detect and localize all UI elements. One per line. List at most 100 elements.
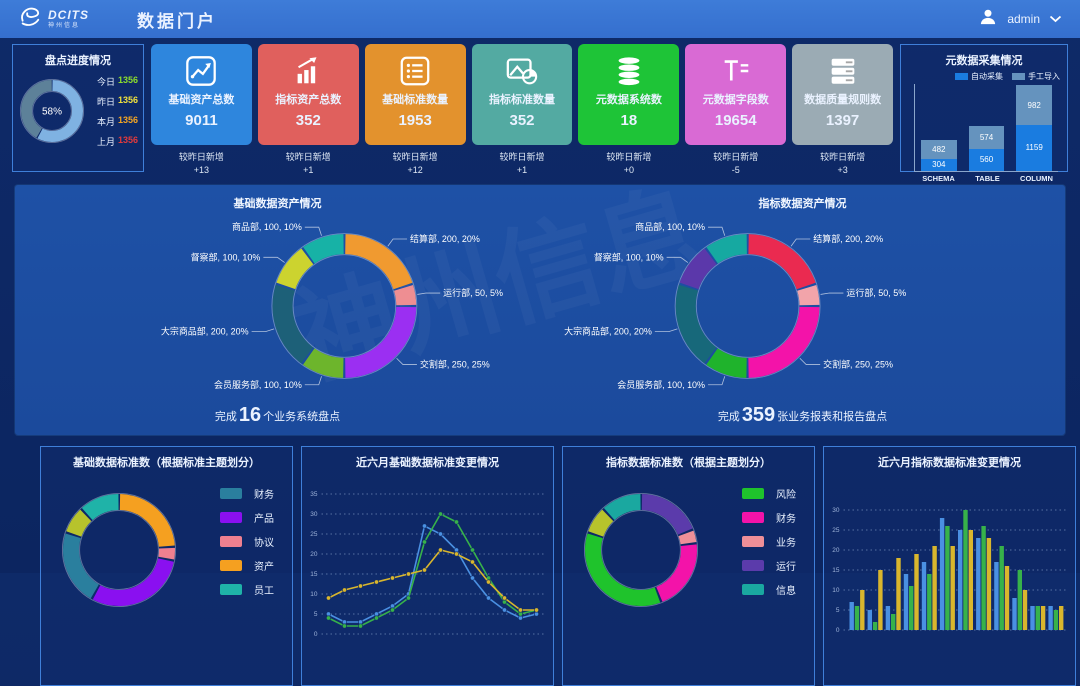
indicator-asset-donut-chart: 结算部, 200, 20% 运行部, 50, 5% 交割部, 250, 25% 会员服… bbox=[564, 221, 906, 390]
legend-item[interactable]: 自动采集 bbox=[955, 71, 1003, 82]
legend-label: 产品 bbox=[254, 514, 274, 526]
card-icon bbox=[612, 53, 646, 89]
logo-subtitle: 神州信息 bbox=[48, 23, 81, 29]
logo-name: DCITS bbox=[48, 8, 89, 22]
legend-item[interactable]: 财务 bbox=[742, 510, 796, 525]
card-value: 18 bbox=[620, 112, 638, 129]
legend-item[interactable]: 财务 bbox=[220, 486, 274, 501]
svg-text:10: 10 bbox=[832, 587, 840, 594]
legend-item[interactable]: 信息 bbox=[742, 582, 796, 597]
svg-text:0: 0 bbox=[314, 631, 318, 638]
stat-label: 本月 bbox=[96, 116, 115, 127]
bar-category-label: SCHEMA bbox=[922, 174, 955, 183]
progress-donut-chart: 58% bbox=[19, 78, 85, 144]
metadata-legend: 自动采集 手工导入 bbox=[906, 71, 1060, 82]
delta-value: +13 bbox=[193, 165, 210, 176]
legend-swatch bbox=[220, 560, 242, 572]
bottom-charts-row: 基础数据标准数（根据标准主题划分） 财务 产品 bbox=[40, 446, 1076, 686]
legend-item[interactable]: 手工导入 bbox=[1012, 71, 1060, 82]
panel-title: 指标数据标准数（根据主题划分） bbox=[606, 457, 771, 470]
delta-value: -5 bbox=[731, 165, 740, 176]
stat-card[interactable]: 指标资产总数 352 较昨日新增 +1 bbox=[257, 44, 359, 177]
legend-item[interactable]: 协议 bbox=[220, 534, 274, 549]
progress-stat-row: 今日 1356 bbox=[97, 75, 138, 88]
panel-title: 基础数据标准数（根据标准主题划分） bbox=[73, 457, 260, 470]
stat-card-block[interactable]: 元数据系统数 18 bbox=[578, 44, 680, 145]
svg-text:会员服务部, 100, 10%: 会员服务部, 100, 10% bbox=[617, 379, 705, 390]
stat-card[interactable]: 基础资产总数 9011 较昨日新增 +13 bbox=[151, 44, 252, 177]
basic-asset-caption: 完成 16 个业务系统盘点 bbox=[214, 404, 341, 427]
card-value: 9011 bbox=[185, 112, 218, 129]
card-delta: 较昨日新增 +0 bbox=[578, 151, 679, 177]
stacked-bar: 482 304 bbox=[921, 139, 957, 171]
svg-text:10: 10 bbox=[310, 591, 318, 598]
legend-label: 自动采集 bbox=[971, 72, 1003, 81]
stat-value: 1356 bbox=[117, 74, 138, 85]
card-label: 元数据字段数 bbox=[702, 94, 769, 106]
legend-item[interactable]: 产品 bbox=[220, 510, 274, 525]
delta-label: 较昨日新增 bbox=[606, 152, 652, 162]
stat-card-block[interactable]: 指标资产总数 352 bbox=[257, 44, 359, 145]
card-value: 352 bbox=[295, 112, 321, 129]
progress-stat-row: 上月 1356 bbox=[97, 135, 138, 148]
card-value: 1953 bbox=[398, 112, 432, 129]
legend-label: 财务 bbox=[776, 514, 796, 526]
svg-text:督察部, 100, 10%: 督察部, 100, 10% bbox=[191, 251, 261, 262]
legend-swatch bbox=[742, 584, 764, 596]
svg-text:会员服务部, 100, 10%: 会员服务部, 100, 10% bbox=[214, 379, 302, 390]
card-label: 基础资产总数 bbox=[168, 94, 235, 106]
card-icon bbox=[398, 53, 432, 89]
svg-text:25: 25 bbox=[832, 527, 840, 534]
card-value: 19654 bbox=[714, 112, 757, 129]
delta-value: +12 bbox=[407, 165, 423, 176]
card-delta: 较昨日新增 +1 bbox=[258, 151, 359, 177]
svg-text:运行部, 50, 5%: 运行部, 50, 5% bbox=[846, 287, 906, 298]
legend-swatch bbox=[1012, 73, 1025, 80]
app-header: DCITS 神州信息 数据门户 admin bbox=[0, 0, 1080, 38]
stat-card[interactable]: 数据质量规则数 1397 较昨日新增 +3 bbox=[792, 44, 894, 177]
basic-standard-count-panel: 基础数据标准数（根据标准主题划分） 财务 产品 bbox=[40, 446, 293, 686]
legend-swatch bbox=[742, 560, 764, 572]
stat-card[interactable]: 元数据字段数 19654 较昨日新增 -5 bbox=[685, 44, 787, 177]
stat-cards: 基础资产总数 9011 较昨日新增 +13 指标资产总数 352 较昨日新增 +… bbox=[151, 44, 894, 177]
stat-card[interactable]: 元数据系统数 18 较昨日新增 +0 bbox=[578, 44, 680, 177]
svg-text:大宗商品部, 200, 20%: 大宗商品部, 200, 20% bbox=[564, 326, 652, 337]
stat-card-block[interactable]: 指标标准数量 352 bbox=[471, 44, 573, 145]
dcits-logo[interactable]: DCITS 神州信息 bbox=[18, 5, 89, 34]
stat-card-block[interactable]: 基础资产总数 9011 bbox=[151, 44, 252, 145]
delta-value: +3 bbox=[837, 165, 848, 176]
legend-item[interactable]: 风险 bbox=[742, 486, 796, 501]
delta-label: 较昨日新增 bbox=[499, 152, 545, 162]
asset-overview-panel: 神州信息 基础数据资产情况 结算部, 200, 20%运行部, 50, 5%交割… bbox=[14, 184, 1066, 437]
legend-label: 资产 bbox=[254, 562, 274, 574]
legend-swatch bbox=[220, 584, 242, 596]
delta-label: 较昨日新增 bbox=[285, 152, 331, 162]
user-menu[interactable]: admin bbox=[978, 7, 1062, 32]
svg-text:结算部, 200, 20%: 结算部, 200, 20% bbox=[813, 233, 883, 244]
stat-card[interactable]: 指标标准数量 352 较昨日新增 +1 bbox=[471, 44, 573, 177]
card-label: 元数据系统数 bbox=[595, 94, 662, 106]
svg-text:商品部, 100, 10%: 商品部, 100, 10% bbox=[635, 221, 705, 232]
legend-label: 员工 bbox=[254, 586, 274, 598]
stat-value: 1356 bbox=[117, 134, 138, 145]
indicator-standard-donut-chart bbox=[583, 493, 699, 608]
legend-item[interactable]: 业务 bbox=[742, 534, 796, 549]
stat-card[interactable]: 基础标准数量 1953 较昨日新增 +12 bbox=[364, 44, 466, 177]
svg-text:运行部, 50, 5%: 运行部, 50, 5% bbox=[443, 287, 503, 298]
inventory-progress-panel: 盘点进度情况 58% 今日 1356 昨日 1356 本月 bbox=[12, 44, 144, 172]
stat-card-block[interactable]: 基础标准数量 1953 bbox=[364, 44, 466, 145]
card-icon bbox=[184, 53, 218, 89]
svg-text:58%: 58% bbox=[42, 107, 62, 118]
legend-item[interactable]: 运行 bbox=[742, 558, 796, 573]
legend-swatch bbox=[220, 512, 242, 524]
card-delta: 较昨日新增 +3 bbox=[792, 151, 893, 177]
user-avatar-icon bbox=[978, 7, 998, 32]
basic-standard-donut-chart bbox=[61, 493, 177, 608]
progress-stat-row: 昨日 1356 bbox=[97, 95, 138, 108]
legend-item[interactable]: 员工 bbox=[220, 582, 274, 597]
stat-card-block[interactable]: 元数据字段数 19654 bbox=[685, 44, 787, 145]
stat-label: 昨日 bbox=[96, 96, 115, 107]
svg-text:20: 20 bbox=[832, 547, 840, 554]
legend-item[interactable]: 资产 bbox=[220, 558, 274, 573]
stat-card-block[interactable]: 数据质量规则数 1397 bbox=[792, 44, 894, 145]
